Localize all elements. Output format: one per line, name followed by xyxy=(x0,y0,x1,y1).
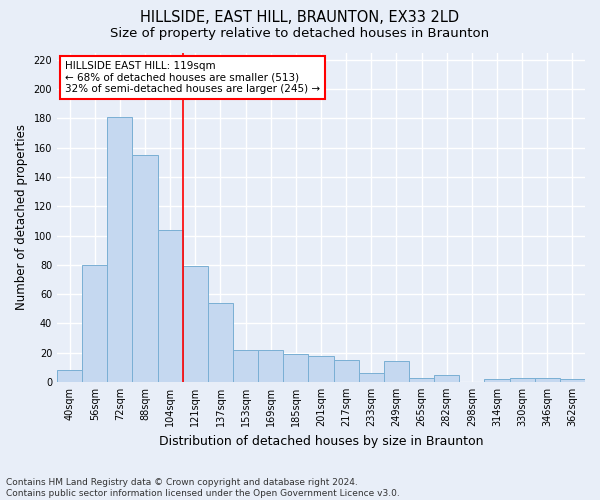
Text: Contains HM Land Registry data © Crown copyright and database right 2024.
Contai: Contains HM Land Registry data © Crown c… xyxy=(6,478,400,498)
Bar xyxy=(509,378,535,382)
Bar xyxy=(82,265,107,382)
Bar xyxy=(107,117,133,382)
Bar xyxy=(283,354,308,382)
Bar xyxy=(183,266,208,382)
Bar xyxy=(359,373,384,382)
Y-axis label: Number of detached properties: Number of detached properties xyxy=(15,124,28,310)
Bar xyxy=(158,230,183,382)
Bar xyxy=(434,374,459,382)
Bar xyxy=(133,155,158,382)
Bar xyxy=(535,378,560,382)
Bar xyxy=(233,350,258,382)
Text: HILLSIDE, EAST HILL, BRAUNTON, EX33 2LD: HILLSIDE, EAST HILL, BRAUNTON, EX33 2LD xyxy=(140,10,460,25)
X-axis label: Distribution of detached houses by size in Braunton: Distribution of detached houses by size … xyxy=(159,434,483,448)
Bar xyxy=(484,379,509,382)
Text: Size of property relative to detached houses in Braunton: Size of property relative to detached ho… xyxy=(110,28,490,40)
Bar xyxy=(560,379,585,382)
Bar xyxy=(258,350,283,382)
Bar xyxy=(409,378,434,382)
Bar xyxy=(57,370,82,382)
Text: HILLSIDE EAST HILL: 119sqm
← 68% of detached houses are smaller (513)
32% of sem: HILLSIDE EAST HILL: 119sqm ← 68% of deta… xyxy=(65,60,320,94)
Bar xyxy=(384,362,409,382)
Bar xyxy=(208,303,233,382)
Bar xyxy=(308,356,334,382)
Bar xyxy=(334,360,359,382)
